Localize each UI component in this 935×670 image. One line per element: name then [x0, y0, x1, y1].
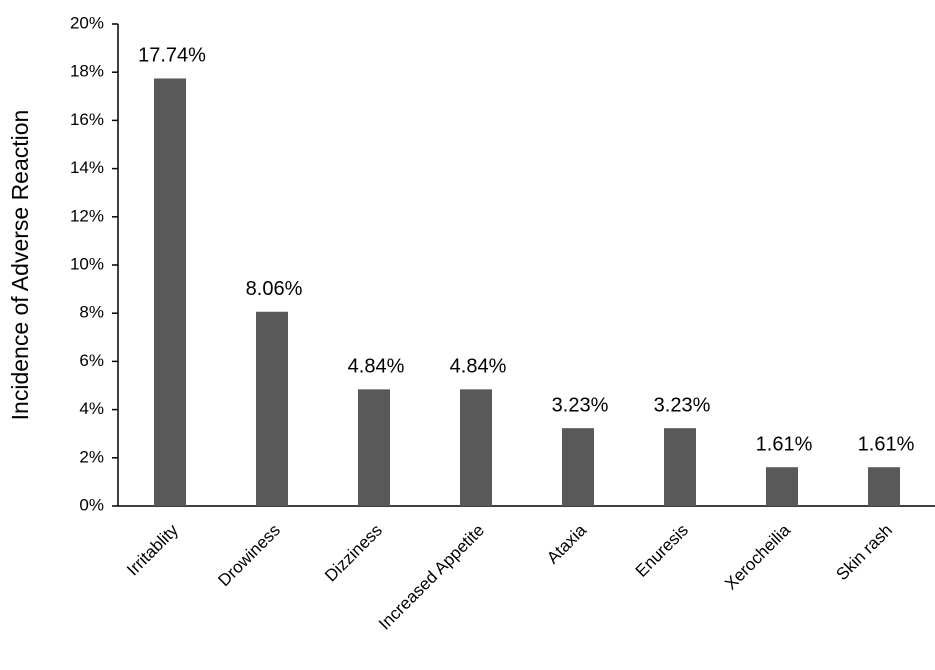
x-tick-label: Increased Appetite [375, 521, 488, 634]
y-tick-label: 14% [70, 158, 104, 177]
bar [766, 467, 798, 506]
bar [562, 428, 594, 506]
value-label: 3.23% [654, 394, 711, 416]
bar [256, 311, 288, 506]
value-label: 4.84% [348, 356, 405, 378]
y-tick-label: 18% [70, 62, 104, 81]
y-tick-label: 0% [79, 495, 104, 514]
value-label: 1.61% [756, 433, 813, 455]
bar [868, 467, 900, 506]
y-tick-label: 4% [79, 399, 104, 418]
value-label: 17.74% [138, 45, 206, 67]
bar [154, 78, 186, 506]
x-tick-label: Ataxia [543, 520, 590, 567]
x-tick-label: Xerocheilia [721, 520, 794, 593]
bar [460, 389, 492, 506]
x-tick-label: Irritablity [123, 520, 182, 579]
y-tick-label: 20% [70, 13, 104, 32]
x-tick-label: Dizziness [321, 521, 386, 586]
y-tick-label: 6% [79, 351, 104, 370]
value-label: 8.06% [246, 278, 303, 300]
y-axis-label: Incidence of Adverse Reaction [7, 110, 33, 421]
value-label: 4.84% [450, 356, 507, 378]
bar [664, 428, 696, 506]
y-tick-label: 10% [70, 254, 104, 273]
value-label: 1.61% [858, 433, 915, 455]
y-tick-label: 12% [70, 206, 104, 225]
x-tick-label: Enuresis [632, 521, 692, 581]
y-tick-label: 2% [79, 447, 104, 466]
y-tick-label: 8% [79, 303, 104, 322]
bar [358, 389, 390, 506]
x-tick-label: Skin rash [832, 521, 896, 585]
x-tick-label: Drowiness [214, 521, 284, 591]
value-label: 3.23% [552, 394, 609, 416]
y-tick-label: 16% [70, 110, 104, 129]
